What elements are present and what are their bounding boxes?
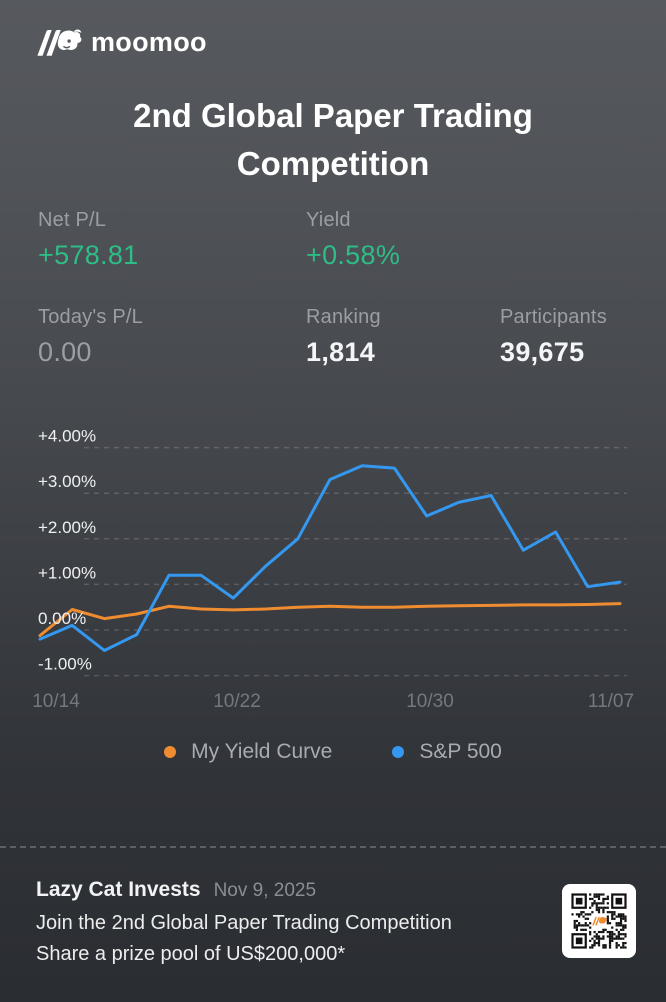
- svg-text:+3.00%: +3.00%: [38, 472, 96, 491]
- moomoo-bull-icon: [37, 29, 82, 56]
- user-name: Lazy Cat Invests: [36, 878, 201, 901]
- title-line-2: Competition: [236, 145, 430, 182]
- sp500-label: S&P 500: [419, 740, 502, 763]
- svg-text:0.00%: 0.00%: [38, 609, 86, 628]
- my-yield-curve-label: My Yield Curve: [191, 740, 333, 763]
- svg-text:10/22: 10/22: [213, 691, 261, 712]
- brand-name: moomoo: [91, 27, 207, 57]
- todays-pl-label: Today's P/L: [38, 306, 143, 328]
- svg-text:10/14: 10/14: [32, 691, 80, 712]
- participants-label: Participants: [500, 306, 607, 328]
- share-date: Nov 9, 2025: [213, 880, 317, 901]
- moomoo-logo: moomoo: [36, 26, 207, 59]
- legend-item-my-yield-curve: My Yield Curve: [164, 740, 332, 764]
- yield-chart-svg: +4.00% +3.00% +2.00% +1.00% 0.00% -1.00% 10/14…: [32, 427, 634, 712]
- yield-label: Yield: [306, 209, 351, 231]
- yield-value: +0.58%: [306, 240, 401, 270]
- stat-net-pl: Net P/L +578.81: [38, 209, 138, 271]
- svg-text:+4.00%: +4.00%: [38, 427, 96, 446]
- my-yield-curve-dot-icon: [164, 746, 177, 758]
- svg-text:-1.00%: -1.00%: [38, 655, 92, 674]
- promo-line-1: Join the 2nd Global Paper Trading Compet…: [36, 912, 452, 934]
- qr-code-pattern: [571, 893, 627, 949]
- dashed-divider: [0, 846, 666, 848]
- svg-text:+1.00%: +1.00%: [38, 563, 96, 582]
- participants-value: 39,675: [500, 337, 585, 367]
- svg-text:11/07: 11/07: [588, 691, 634, 712]
- net-pl-value: +578.81: [38, 240, 139, 270]
- svg-text:10/30: 10/30: [406, 691, 454, 712]
- todays-pl-value: 0.00: [38, 337, 92, 367]
- chart-legend: My Yield Curve S&P 500: [0, 740, 666, 764]
- footer-user-row: Lazy Cat Invests Nov 9, 2025: [36, 878, 316, 902]
- ranking-label: Ranking: [306, 306, 381, 328]
- stat-todays-pl: Today's P/L 0.00: [38, 306, 143, 368]
- yield-chart: +4.00% +3.00% +2.00% +1.00% 0.00% -1.00% 10/14…: [0, 420, 666, 720]
- promo-line-2: Share a prize pool of US$200,000*: [36, 943, 346, 965]
- ranking-value: 1,814: [306, 337, 376, 367]
- title-line-1: 2nd Global Paper Trading: [133, 97, 533, 134]
- svg-text:+2.00%: +2.00%: [38, 518, 96, 537]
- qr-code: [562, 884, 636, 958]
- stat-yield: Yield +0.58%: [306, 209, 400, 271]
- net-pl-label: Net P/L: [38, 209, 107, 231]
- sp500-dot-icon: [392, 746, 405, 758]
- page-title: 2nd Global Paper Trading Competition: [0, 92, 666, 188]
- stat-ranking: Ranking 1,814: [306, 306, 381, 368]
- stat-participants: Participants 39,675: [500, 306, 607, 368]
- legend-item-sp500: S&P 500: [392, 740, 502, 764]
